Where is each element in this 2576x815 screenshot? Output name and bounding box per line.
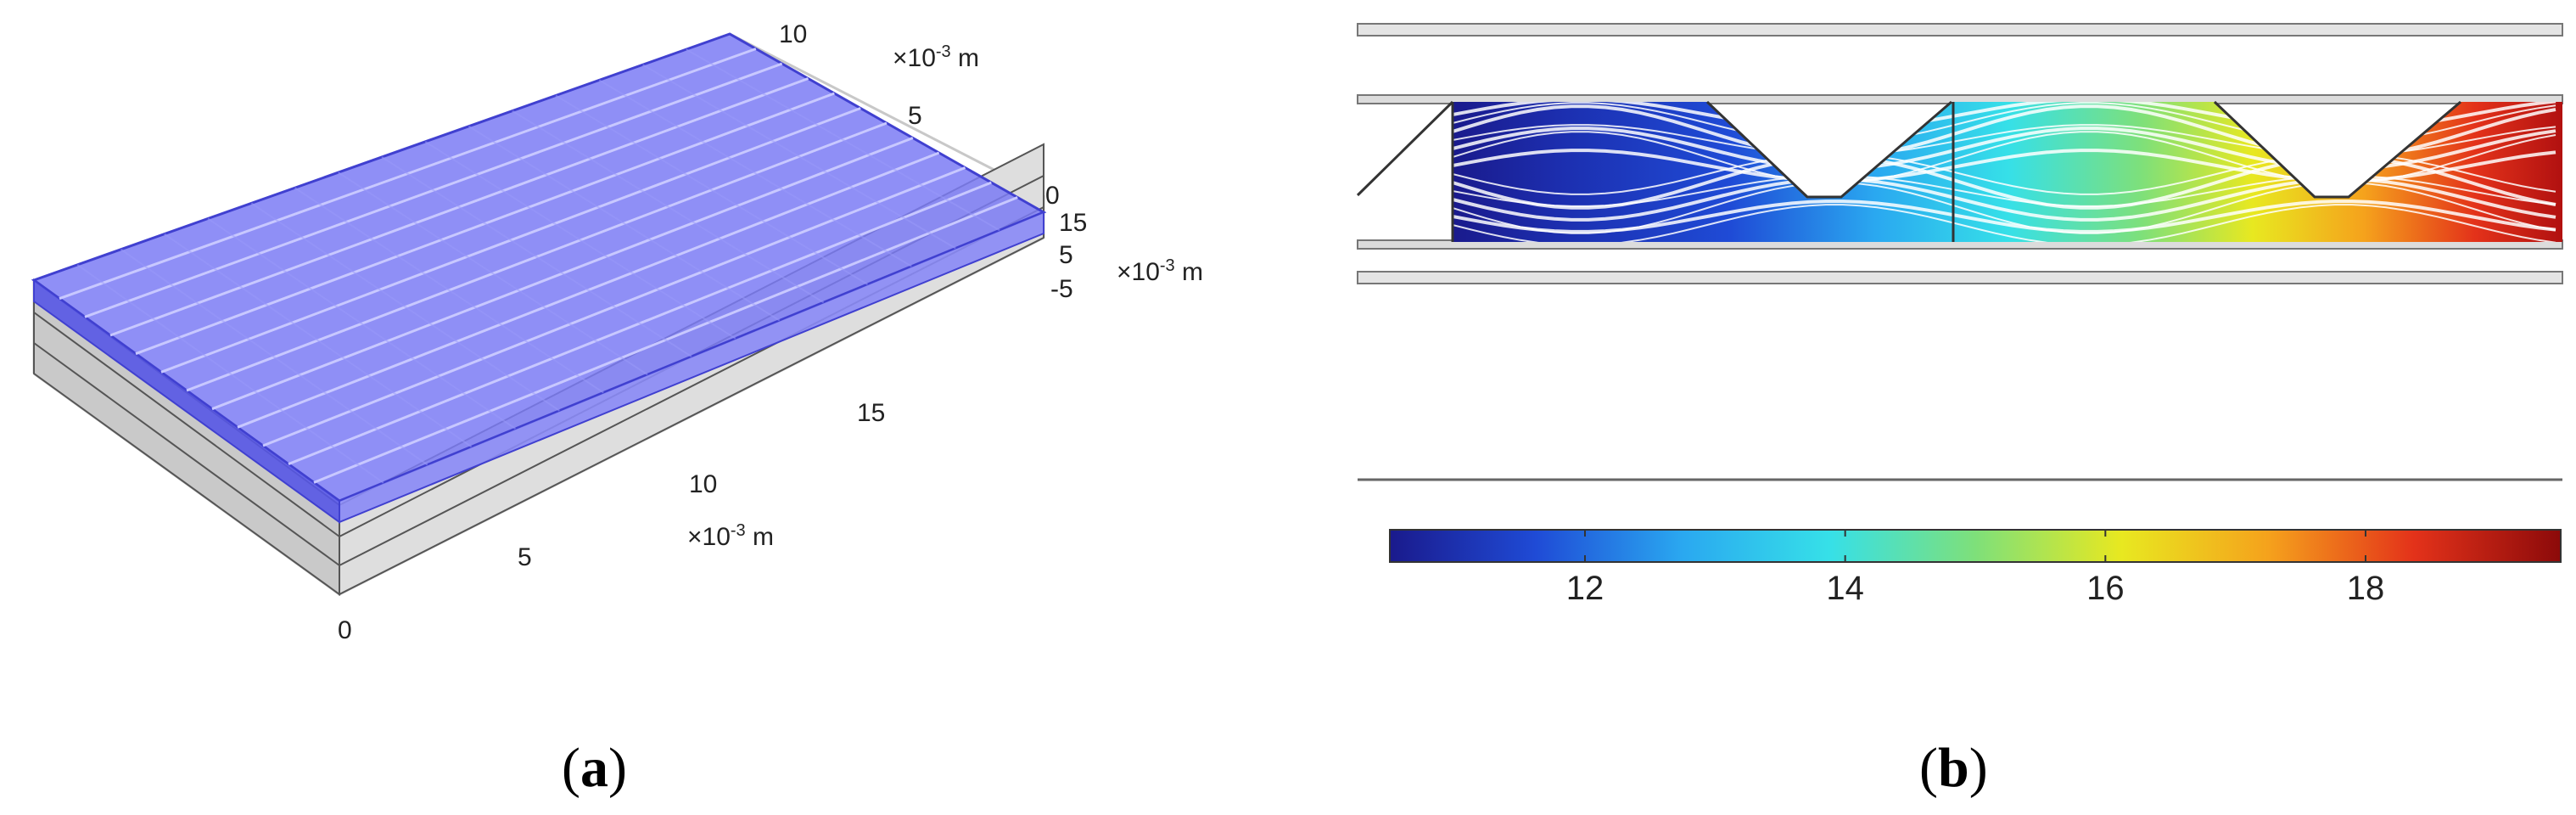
y-tick-5: 5 [908,102,922,130]
streamline-region [1453,102,2562,242]
panel-a-geometry: 0 5 10 15 ×10-3 m 10 5 0 ×10-3 m 15 5 -5… [31,20,1203,799]
colorbar-ticks: 12 14 16 18 [1566,530,2385,607]
mesh-line [555,94,869,285]
mesh-line [686,48,1000,232]
panel-a-label: (a) [562,737,627,799]
x-axis-unit: ×10-3 m [687,521,774,551]
colorbar-tick-label: 16 [2086,570,2125,607]
mesh-line [641,64,956,250]
mesh-line [294,187,604,394]
mesh-line [381,156,692,357]
colorbar-tick-label: 12 [1566,570,1604,607]
streamline [1453,204,2556,242]
z-axis-unit: ×10-3 m [1117,256,1203,286]
colorbar-tick-label: 18 [2347,570,2385,607]
y-tick-0: 0 [1045,182,1060,210]
top-plate [1357,23,2563,37]
z-tick-neg5: -5 [1050,275,1073,303]
mesh-line [598,79,912,267]
y-tick-10: 10 [779,20,807,48]
x-tick-5: 5 [518,543,532,571]
streamline [1453,200,2556,233]
mesh-line [424,141,736,340]
z-tick-15: 15 [1059,209,1087,237]
streamline [1453,177,2556,222]
x-tick-15: 15 [857,399,885,427]
colorbar: 12 14 16 18 [1389,529,2562,607]
mesh-line [250,202,560,412]
mesh-line [120,248,428,466]
mesh-line [76,264,384,484]
colorbar-gradient [1389,529,2562,563]
mesh-line [207,217,517,430]
panel-a-axis-labels: 0 5 10 15 ×10-3 m 10 5 0 ×10-3 m 15 5 -5… [338,20,1203,644]
panel-b-label: (b) [1919,737,1988,799]
mesh-line [338,171,648,376]
y-axis-unit: ×10-3 m [893,42,979,72]
bottom-plate [1357,271,2563,284]
mesh-line [164,233,473,448]
panel-b-flow-field: 12 14 16 18 (b) [1356,23,2563,799]
fin-outlines [1356,100,2461,242]
mesh-line [512,110,825,304]
fluid-right-face [339,211,1044,524]
x-tick-0: 0 [338,616,352,644]
mesh-line [468,125,781,322]
z-tick-5: 5 [1059,241,1073,269]
colorbar-tick-label: 14 [1826,570,1864,607]
x-tick-10: 10 [689,470,717,498]
panel-a-fluid-domain [31,32,1047,524]
cross-lines [76,48,1000,484]
